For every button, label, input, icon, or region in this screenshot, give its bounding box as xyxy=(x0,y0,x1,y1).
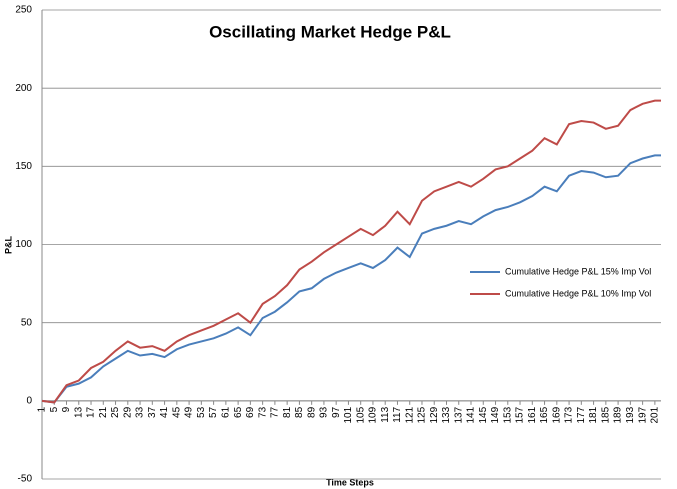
x-tick-label: 113 xyxy=(380,406,391,422)
x-tick-label: 153 xyxy=(502,406,513,423)
x-tick-label: 161 xyxy=(527,406,538,423)
x-tick-label: 45 xyxy=(171,406,182,418)
x-tick-label: 1 xyxy=(37,406,48,412)
x-tick-label: 69 xyxy=(245,406,256,418)
x-tick-label: 41 xyxy=(159,406,170,418)
y-tick-label: -50 xyxy=(18,474,33,485)
y-tick-label: 0 xyxy=(26,395,32,406)
x-tick-label: 97 xyxy=(331,406,342,418)
x-tick-label: 149 xyxy=(490,406,501,423)
x-tick-label: 89 xyxy=(306,406,317,418)
chart-title: Oscillating Market Hedge P&L xyxy=(209,22,451,41)
y-tick-label: 50 xyxy=(21,317,33,328)
x-tick-label: 189 xyxy=(613,406,624,423)
x-tick-label: 105 xyxy=(355,406,366,423)
x-tick-label: 57 xyxy=(208,406,219,418)
x-tick-label: 169 xyxy=(551,406,562,423)
x-tick-label: 185 xyxy=(600,406,611,423)
x-tick-label: 17 xyxy=(86,406,97,418)
x-tick-label: 137 xyxy=(453,406,464,423)
y-tick-label: 150 xyxy=(15,161,32,172)
x-tick-label: 13 xyxy=(73,406,84,418)
x-tick-label: 165 xyxy=(539,406,550,423)
x-tick-label: 181 xyxy=(588,406,599,423)
x-tick-label: 77 xyxy=(270,406,281,418)
x-tick-label: 65 xyxy=(233,406,244,418)
x-tick-label: 73 xyxy=(257,406,268,418)
series-line xyxy=(41,99,661,404)
y-tick-label: 200 xyxy=(15,83,32,94)
x-tick-label: 157 xyxy=(515,406,526,423)
x-tick-label: 53 xyxy=(196,406,207,418)
x-tick-label: 29 xyxy=(122,406,133,418)
y-tick-label: 100 xyxy=(15,239,32,250)
x-tick-label: 109 xyxy=(368,406,379,423)
x-axis-label: Time Steps xyxy=(326,477,374,487)
x-tick-label: 21 xyxy=(98,406,109,418)
x-tick-label: 81 xyxy=(282,406,293,418)
x-tick-label: 9 xyxy=(61,406,72,412)
x-tick-label: 101 xyxy=(343,406,354,423)
y-axis-label: P&L xyxy=(3,235,13,254)
x-tick-label: 125 xyxy=(417,406,428,423)
x-tick-label: 201 xyxy=(650,406,661,423)
x-tick-label: 197 xyxy=(637,406,648,423)
x-tick-label: 133 xyxy=(441,406,452,423)
series-line xyxy=(41,154,661,404)
x-tick-label: 5 xyxy=(49,406,60,412)
x-tick-label: 85 xyxy=(294,406,305,418)
legend-label: Cumulative Hedge P&L 15% Imp Vol xyxy=(505,266,651,276)
x-tick-label: 177 xyxy=(576,406,587,423)
x-tick-label: 173 xyxy=(564,406,575,423)
x-tick-label: 61 xyxy=(221,406,232,418)
x-tick-label: 141 xyxy=(466,406,477,423)
x-tick-label: 93 xyxy=(319,406,330,418)
x-tick-label: 33 xyxy=(135,406,146,418)
x-tick-label: 117 xyxy=(392,406,403,422)
y-tick-label: 250 xyxy=(15,5,32,16)
legend-label: Cumulative Hedge P&L 10% Imp Vol xyxy=(505,288,651,298)
x-tick-label: 129 xyxy=(429,406,440,423)
x-tick-label: 193 xyxy=(625,406,636,423)
x-tick-label: 49 xyxy=(184,406,195,418)
x-tick-label: 121 xyxy=(404,406,415,423)
x-tick-label: 25 xyxy=(110,406,121,418)
x-tick-label: 145 xyxy=(478,406,489,423)
x-tick-label: 37 xyxy=(147,406,158,418)
